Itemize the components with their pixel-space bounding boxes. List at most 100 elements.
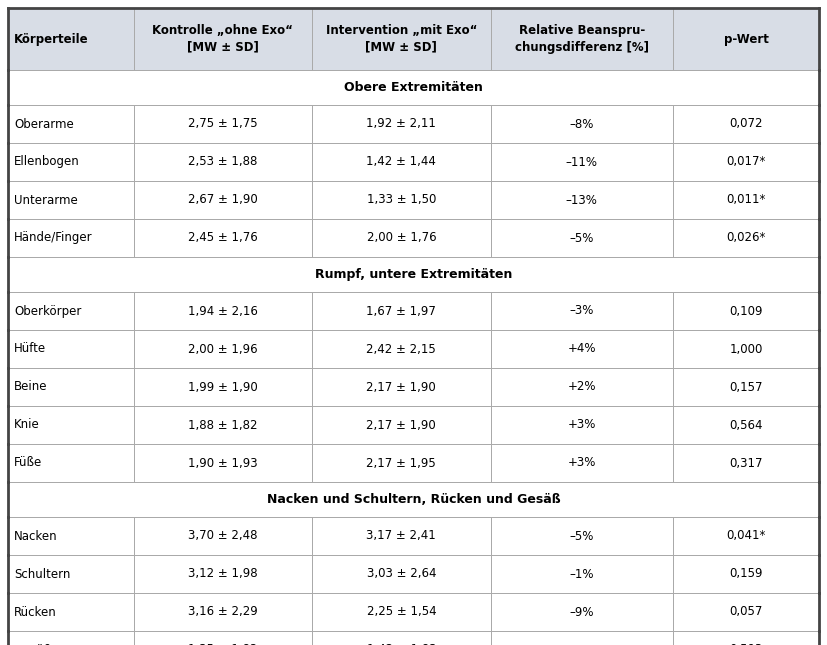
Bar [490,219,673,257]
Bar [8,330,134,368]
Text: Unterarme: Unterarme [14,194,78,206]
Bar [8,555,134,593]
Bar [312,219,490,257]
Bar [312,368,490,406]
Bar [8,105,134,143]
Text: Nacken: Nacken [14,530,58,542]
Bar [490,292,673,330]
Bar [673,219,819,257]
Text: Körperteile: Körperteile [14,32,88,46]
Text: 3,70 ± 2,48: 3,70 ± 2,48 [189,530,258,542]
Bar [134,406,312,444]
Text: 1,88 ± 1,82: 1,88 ± 1,82 [189,419,258,432]
Text: 2,75 ± 1,75: 2,75 ± 1,75 [188,117,258,130]
Bar [312,555,490,593]
Bar [490,406,673,444]
Text: 3,16 ± 2,29: 3,16 ± 2,29 [188,606,258,619]
Bar [134,517,312,555]
Text: 1,35 ± 1,82: 1,35 ± 1,82 [189,644,258,645]
Text: Nacken und Schultern, Rücken und Gesäß: Nacken und Schultern, Rücken und Gesäß [266,493,561,506]
Text: 2,00 ± 1,96: 2,00 ± 1,96 [188,342,258,355]
Bar [134,330,312,368]
Bar [8,444,134,482]
Bar [673,631,819,645]
Bar [134,292,312,330]
Bar [8,8,134,70]
Bar [673,555,819,593]
Bar [673,593,819,631]
Text: 0,026*: 0,026* [726,232,766,244]
Bar [8,70,819,105]
Text: –3%: –3% [570,304,594,317]
Bar [673,143,819,181]
Text: +3%: +3% [567,419,596,432]
Bar [8,517,134,555]
Text: 1,92 ± 2,11: 1,92 ± 2,11 [366,117,437,130]
Bar [8,181,134,219]
Text: 1,99 ± 1,90: 1,99 ± 1,90 [188,381,258,393]
Text: –8%: –8% [570,117,594,130]
Bar [673,330,819,368]
Bar [490,330,673,368]
Text: Beine: Beine [14,381,47,393]
Text: 1,94 ± 2,16: 1,94 ± 2,16 [188,304,258,317]
Text: 1,90 ± 1,93: 1,90 ± 1,93 [188,457,258,470]
Bar [490,8,673,70]
Bar [8,292,134,330]
Bar [134,555,312,593]
Bar [312,8,490,70]
Text: 2,53 ± 1,88: 2,53 ± 1,88 [189,155,257,168]
Bar [673,406,819,444]
Text: 1,33 ± 1,50: 1,33 ± 1,50 [366,194,436,206]
Text: 1,67 ± 1,97: 1,67 ± 1,97 [366,304,437,317]
Text: Hüfte: Hüfte [14,342,46,355]
Bar [312,406,490,444]
Bar [8,219,134,257]
Bar [312,143,490,181]
Text: Rumpf, untere Extremitäten: Rumpf, untere Extremitäten [315,268,512,281]
Text: Obere Extremitäten: Obere Extremitäten [344,81,483,94]
Bar [134,593,312,631]
Text: –13%: –13% [566,194,598,206]
Bar [8,631,134,645]
Text: Relative Beanspru-
chungsdifferenz [%]: Relative Beanspru- chungsdifferenz [%] [514,25,649,54]
Text: 1,000: 1,000 [729,342,762,355]
Bar [134,631,312,645]
Text: 2,00 ± 1,76: 2,00 ± 1,76 [366,232,436,244]
Bar [490,593,673,631]
Bar [8,406,134,444]
Text: Hände/Finger: Hände/Finger [14,232,93,244]
Text: Rücken: Rücken [14,606,57,619]
Bar [8,368,134,406]
Bar [673,105,819,143]
Bar [490,368,673,406]
Bar [312,444,490,482]
Text: +1%: +1% [567,644,596,645]
Bar [490,181,673,219]
Bar [490,143,673,181]
Bar [673,181,819,219]
Bar [312,292,490,330]
Text: –1%: –1% [570,568,594,580]
Text: Gesäß: Gesäß [14,644,51,645]
Text: 0,017*: 0,017* [726,155,766,168]
Text: –9%: –9% [570,606,594,619]
Text: 2,25 ± 1,54: 2,25 ± 1,54 [366,606,436,619]
Bar [312,330,490,368]
Text: –5%: –5% [570,530,594,542]
Text: Intervention „mit Exo“
[MW ± SD]: Intervention „mit Exo“ [MW ± SD] [326,25,477,54]
Bar [8,257,819,292]
Bar [312,105,490,143]
Text: –11%: –11% [566,155,598,168]
Text: 1,42 ± 1,83: 1,42 ± 1,83 [366,644,436,645]
Text: +3%: +3% [567,457,596,470]
Text: 3,03 ± 2,64: 3,03 ± 2,64 [366,568,436,580]
Bar [312,593,490,631]
Bar [134,368,312,406]
Text: 2,17 ± 1,90: 2,17 ± 1,90 [366,381,436,393]
Bar [490,631,673,645]
Text: 0,041*: 0,041* [726,530,766,542]
Text: 0,072: 0,072 [729,117,762,130]
Bar [8,482,819,517]
Text: Oberarme: Oberarme [14,117,74,130]
